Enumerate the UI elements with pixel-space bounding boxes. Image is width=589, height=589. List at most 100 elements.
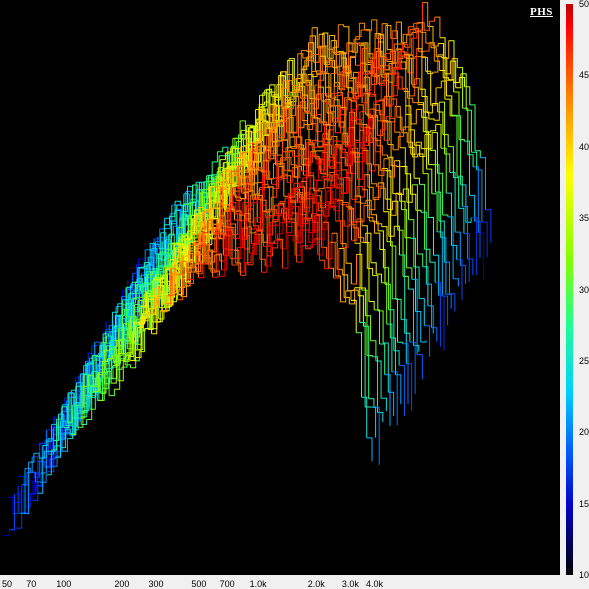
waterfall-segment: [359, 174, 365, 198]
waterfall-segment: [283, 80, 289, 93]
waterfall-segment: [357, 48, 363, 85]
waterfall-segment: [385, 198, 392, 246]
waterfall-segment: [329, 156, 335, 188]
waterfall-segment: [18, 485, 24, 514]
waterfall-segment: [248, 208, 254, 226]
waterfall-segment: [246, 182, 253, 183]
waterfall-segment: [39, 439, 46, 444]
waterfall-segment: [351, 219, 358, 241]
waterfall-segment: [155, 274, 162, 298]
waterfall-segment: [442, 134, 449, 147]
waterfall-segment: [269, 154, 276, 162]
waterfall-segment: [303, 42, 309, 67]
waterfall-segment: [313, 202, 319, 211]
waterfall-slice: [32, 176, 402, 487]
waterfall-segment: [300, 101, 307, 114]
waterfall-segment: [216, 253, 222, 270]
waterfall-segment: [144, 262, 151, 273]
waterfall-segment: [417, 354, 423, 380]
waterfall-segment: [392, 200, 399, 231]
waterfall-segment: [332, 184, 339, 188]
waterfall-segment: [362, 47, 369, 54]
waterfall-segment: [382, 23, 388, 50]
waterfall-segment: [304, 103, 310, 112]
waterfall-segment: [221, 227, 228, 271]
x-axis: 50 70 100 200 300 500 700 1.0k 2.0k 3.0k 4.0k: [0, 575, 560, 589]
waterfall-segment: [271, 209, 277, 214]
waterfall-segment: [346, 42, 353, 53]
waterfall-segment: [123, 323, 130, 342]
waterfall-segment: [448, 146, 454, 178]
waterfall-segment: [394, 225, 400, 255]
waterfall-segment: [418, 104, 424, 132]
waterfall-segment: [381, 57, 388, 62]
waterfall-segment: [302, 173, 309, 179]
waterfall-segment: [257, 109, 263, 121]
waterfall-segment: [459, 139, 465, 142]
waterfall-segment: [151, 297, 157, 304]
waterfall-segment: [373, 406, 380, 465]
waterfall-segment: [220, 215, 226, 228]
waterfall-segment: [258, 211, 265, 232]
waterfall-segment: [158, 284, 165, 304]
waterfall-segment: [289, 144, 296, 148]
waterfall-segment: [296, 136, 303, 165]
waterfall-segment: [405, 173, 411, 195]
waterfall-segment: [350, 57, 356, 66]
waterfall-segment: [169, 233, 175, 244]
waterfall-segment: [450, 60, 457, 88]
waterfall-segment: [359, 92, 366, 113]
waterfall-segment: [376, 273, 382, 283]
waterfall-segment: [437, 111, 444, 135]
waterfall-segment: [387, 201, 393, 210]
waterfall-segment: [95, 342, 102, 357]
waterfall-segment: [315, 158, 322, 174]
waterfall-segment: [214, 270, 220, 277]
waterfall-segment: [415, 311, 422, 342]
waterfall-segment: [359, 22, 366, 30]
waterfall-segment: [411, 278, 418, 355]
waterfall-segment: [455, 115, 462, 185]
waterfall-segment: [331, 146, 337, 187]
waterfall-segment: [314, 238, 320, 261]
waterfall-segment: [281, 173, 288, 183]
waterfall-segment: [418, 102, 424, 112]
waterfall-segment: [416, 141, 422, 149]
waterfall-segment: [335, 187, 342, 205]
waterfall-segment: [232, 247, 238, 266]
waterfall-segment: [7, 496, 14, 514]
waterfall-segment: [369, 70, 375, 77]
waterfall-segment: [341, 57, 348, 88]
waterfall-segment: [289, 150, 296, 178]
waterfall-segment: [351, 299, 357, 333]
waterfall-segment: [263, 135, 270, 151]
waterfall-segment: [39, 461, 46, 467]
waterfall-segment: [365, 91, 371, 95]
waterfall-segment: [326, 93, 333, 105]
waterfall-segment: [372, 114, 378, 136]
waterfall-segment: [384, 65, 391, 75]
waterfall-segment: [322, 152, 328, 181]
waterfall-segment: [337, 268, 343, 275]
waterfall-segment: [392, 193, 399, 195]
waterfall-segment: [274, 222, 280, 226]
waterfall-segment: [369, 220, 375, 234]
waterfall-segment: [317, 133, 324, 142]
waterfall-segment: [329, 144, 336, 169]
waterfall-segment: [348, 39, 355, 52]
waterfall-segment: [132, 267, 139, 292]
waterfall-segment: [147, 271, 154, 276]
waterfall-segment: [96, 345, 103, 359]
x-tick-label: 50: [2, 579, 13, 589]
waterfall-segment: [327, 59, 333, 68]
waterfall-segment: [405, 237, 411, 239]
waterfall-segment: [390, 22, 397, 39]
waterfall-segment: [296, 245, 303, 263]
waterfall-segment: [442, 295, 449, 326]
waterfall-segment: [354, 287, 361, 323]
waterfall-segment: [134, 351, 140, 362]
waterfall-segment: [177, 269, 184, 301]
waterfall-segment: [242, 143, 248, 153]
waterfall-segment: [256, 211, 263, 229]
waterfall-segment: [389, 44, 395, 64]
